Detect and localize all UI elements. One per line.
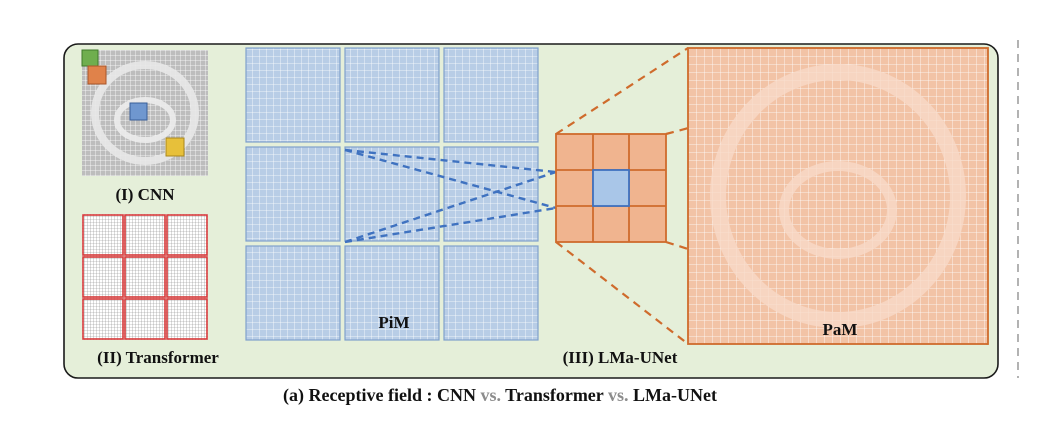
cnn-kernel-blue bbox=[129, 102, 148, 121]
caption-transformer: Transformer bbox=[505, 385, 604, 405]
attention-window bbox=[82, 214, 124, 256]
token-grid bbox=[555, 133, 667, 243]
pim-patch bbox=[443, 47, 539, 143]
pim-connectors bbox=[344, 148, 557, 244]
pim-patch bbox=[344, 245, 440, 341]
transformer-label: (II) Transformer bbox=[97, 348, 219, 367]
pim-label: PiM bbox=[378, 313, 409, 332]
pim-patch bbox=[443, 146, 539, 242]
caption-prefix: (a) Receptive field : bbox=[283, 385, 437, 406]
transformer-thumbnail-icon bbox=[82, 214, 208, 340]
caption-vs-1: vs. bbox=[476, 385, 505, 405]
pim-patch bbox=[344, 47, 440, 143]
pim-patch bbox=[245, 146, 341, 242]
attention-window bbox=[166, 214, 208, 256]
center-token bbox=[592, 169, 630, 207]
attention-window bbox=[124, 298, 166, 340]
pim-patch bbox=[443, 245, 539, 341]
caption-lmaunet: LMa-UNet bbox=[633, 385, 717, 405]
attention-window bbox=[82, 298, 124, 340]
pam-label: PaM bbox=[823, 320, 858, 339]
lmaunet-label: (III) LMa-UNet bbox=[563, 348, 678, 367]
cnn-kernel-orange bbox=[87, 65, 107, 85]
pim-patch-grid bbox=[245, 47, 539, 341]
figure-caption: (a) Receptive field : CNN vs. Transforme… bbox=[283, 385, 717, 406]
cnn-label: (I) CNN bbox=[115, 185, 175, 204]
attention-window bbox=[124, 256, 166, 298]
cnn-kernel-green bbox=[81, 49, 99, 67]
pim-patch bbox=[245, 47, 341, 143]
caption-cnn: CNN bbox=[437, 385, 476, 405]
attention-window bbox=[166, 256, 208, 298]
pam-patch bbox=[687, 47, 989, 345]
attention-window bbox=[124, 214, 166, 256]
attention-window bbox=[166, 298, 208, 340]
caption-vs-2: vs. bbox=[603, 385, 633, 405]
attention-window bbox=[82, 256, 124, 298]
cnn-kernel-yellow bbox=[165, 137, 185, 157]
pim-patch bbox=[245, 245, 341, 341]
